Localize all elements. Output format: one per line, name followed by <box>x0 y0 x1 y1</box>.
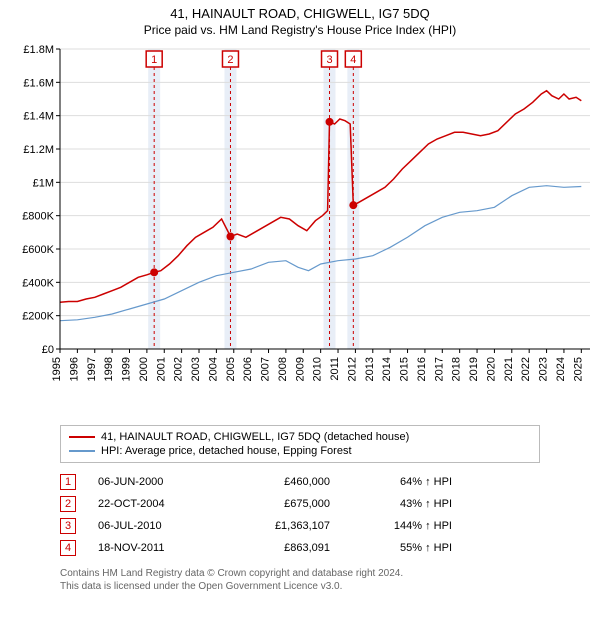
svg-text:2022: 2022 <box>520 357 532 381</box>
svg-text:2001: 2001 <box>155 357 167 381</box>
footer-line: Contains HM Land Registry data © Crown c… <box>60 567 560 580</box>
legend-label: HPI: Average price, detached house, Eppi… <box>101 445 352 457</box>
svg-text:2011: 2011 <box>329 357 341 381</box>
svg-text:2006: 2006 <box>242 357 254 381</box>
chart-subtitle: Price paid vs. HM Land Registry's House … <box>0 23 600 37</box>
svg-text:2016: 2016 <box>416 357 428 381</box>
svg-text:2: 2 <box>227 54 233 66</box>
svg-text:2024: 2024 <box>555 357 567 381</box>
legend-item: HPI: Average price, detached house, Eppi… <box>69 444 531 458</box>
sale-pct: 64% ↑ HPI <box>352 476 452 488</box>
sale-marker-icon: 4 <box>60 540 76 556</box>
sale-date: 06-JUN-2000 <box>98 476 208 488</box>
svg-text:4: 4 <box>350 54 356 66</box>
sale-price: £460,000 <box>230 476 330 488</box>
footer-line: This data is licensed under the Open Gov… <box>60 580 560 593</box>
sale-marker-icon: 3 <box>60 518 76 534</box>
sale-date: 06-JUL-2010 <box>98 520 208 532</box>
svg-text:1995: 1995 <box>51 357 63 381</box>
svg-text:2009: 2009 <box>294 357 306 381</box>
svg-text:£1.6M: £1.6M <box>23 77 54 89</box>
svg-text:2017: 2017 <box>433 357 445 381</box>
sale-price: £1,363,107 <box>230 520 330 532</box>
sales-row: 1 06-JUN-2000 £460,000 64% ↑ HPI <box>60 471 540 493</box>
sale-date: 22-OCT-2004 <box>98 498 208 510</box>
svg-text:2000: 2000 <box>138 357 150 381</box>
chart-container: 41, HAINAULT ROAD, CHIGWELL, IG7 5DQ Pri… <box>0 0 600 599</box>
svg-text:£800K: £800K <box>22 211 54 223</box>
sale-marker-icon: 2 <box>60 496 76 512</box>
footer: Contains HM Land Registry data © Crown c… <box>60 567 560 599</box>
sale-pct: 43% ↑ HPI <box>352 498 452 510</box>
svg-text:£1.2M: £1.2M <box>23 144 54 156</box>
chart-area: 1 2 3 4 £0 £200K £400K £600K £800K £1M £1.2M £1.4M £… <box>0 39 600 419</box>
svg-text:2018: 2018 <box>451 357 463 381</box>
sale-price: £675,000 <box>230 498 330 510</box>
svg-text:£1.4M: £1.4M <box>23 111 54 123</box>
svg-text:2025: 2025 <box>572 357 584 381</box>
svg-text:£0: £0 <box>42 344 54 356</box>
svg-text:2004: 2004 <box>207 357 219 381</box>
sales-row: 3 06-JUL-2010 £1,363,107 144% ↑ HPI <box>60 515 540 537</box>
title-block: 41, HAINAULT ROAD, CHIGWELL, IG7 5DQ Pri… <box>0 0 600 39</box>
sale-price: £863,091 <box>230 542 330 554</box>
legend-label: 41, HAINAULT ROAD, CHIGWELL, IG7 5DQ (de… <box>101 431 409 443</box>
svg-text:1997: 1997 <box>86 357 98 381</box>
svg-text:2003: 2003 <box>190 357 202 381</box>
svg-text:1998: 1998 <box>103 357 115 381</box>
sales-row: 4 18-NOV-2011 £863,091 55% ↑ HPI <box>60 537 540 559</box>
svg-text:2023: 2023 <box>538 357 550 381</box>
svg-text:2019: 2019 <box>468 357 480 381</box>
chart-title: 41, HAINAULT ROAD, CHIGWELL, IG7 5DQ <box>0 6 600 21</box>
legend-item: 41, HAINAULT ROAD, CHIGWELL, IG7 5DQ (de… <box>69 430 531 444</box>
sales-row: 2 22-OCT-2004 £675,000 43% ↑ HPI <box>60 493 540 515</box>
sale-pct: 55% ↑ HPI <box>352 542 452 554</box>
svg-text:1999: 1999 <box>121 357 133 381</box>
svg-text:2010: 2010 <box>312 357 324 381</box>
svg-text:£1M: £1M <box>33 177 54 189</box>
svg-text:2002: 2002 <box>173 357 185 381</box>
svg-text:£400K: £400K <box>22 277 54 289</box>
svg-text:2005: 2005 <box>225 357 237 381</box>
svg-text:2008: 2008 <box>277 357 289 381</box>
sale-marker-icon: 1 <box>60 474 76 490</box>
legend: 41, HAINAULT ROAD, CHIGWELL, IG7 5DQ (de… <box>60 425 540 463</box>
svg-text:1: 1 <box>151 54 157 66</box>
svg-text:2015: 2015 <box>399 357 411 381</box>
svg-text:3: 3 <box>326 54 332 66</box>
line-chart: 1 2 3 4 £0 £200K £400K £600K £800K £1M £1.2M £1.4M £… <box>0 39 600 419</box>
svg-text:2014: 2014 <box>381 357 393 381</box>
legend-swatch <box>69 436 95 438</box>
svg-text:2012: 2012 <box>346 357 358 381</box>
svg-text:2007: 2007 <box>260 357 272 381</box>
svg-text:£1.8M: £1.8M <box>23 44 54 56</box>
legend-swatch <box>69 450 95 452</box>
svg-text:1996: 1996 <box>68 357 80 381</box>
svg-text:2020: 2020 <box>485 357 497 381</box>
svg-text:2021: 2021 <box>503 357 515 381</box>
svg-text:2013: 2013 <box>364 357 376 381</box>
svg-text:£600K: £600K <box>22 244 54 256</box>
sale-pct: 144% ↑ HPI <box>352 520 452 532</box>
sales-table: 1 06-JUN-2000 £460,000 64% ↑ HPI 2 22-OC… <box>60 471 540 559</box>
svg-text:£200K: £200K <box>22 311 54 323</box>
sale-date: 18-NOV-2011 <box>98 542 208 554</box>
